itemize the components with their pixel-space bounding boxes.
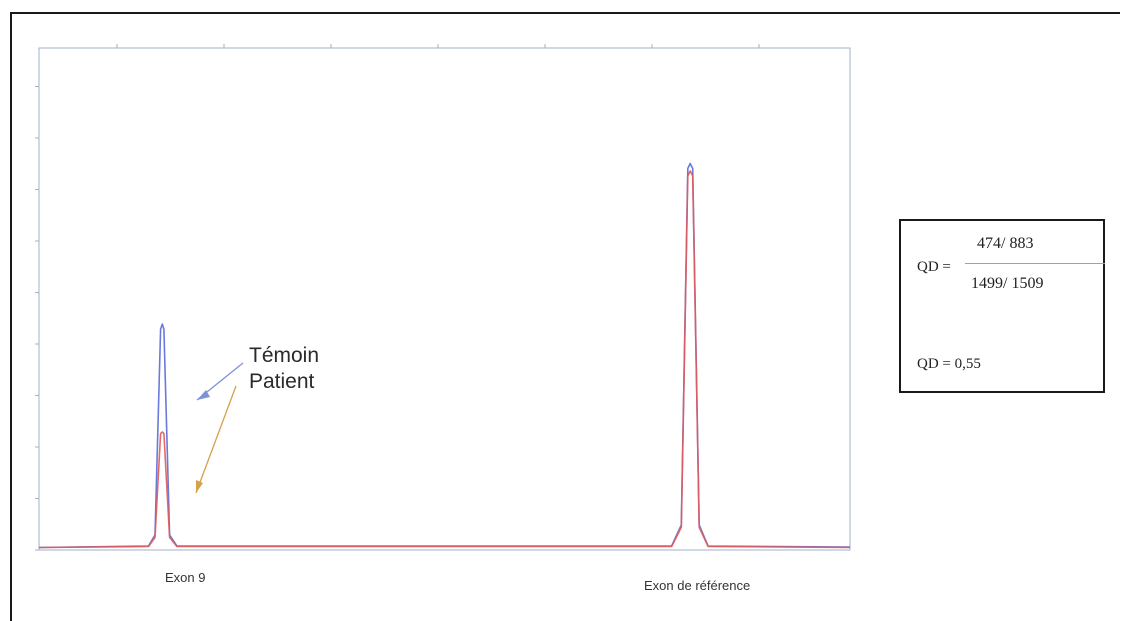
patient-arrow <box>195 385 237 494</box>
exon-9-label: Exon 9 <box>165 570 206 585</box>
frame-left-border <box>10 12 12 621</box>
temoin-arrowhead <box>197 390 210 400</box>
qd-numerator: 474/ 883 <box>977 235 1034 252</box>
plot-area <box>38 47 851 551</box>
annotation-temoin-label: Témoin <box>249 344 320 367</box>
qd-fraction-bar <box>965 263 1105 264</box>
series-line-patient <box>38 170 851 549</box>
y-axis-ticks <box>35 86 39 551</box>
series-line-temoin <box>38 162 851 549</box>
series-layer <box>38 162 851 549</box>
annotation-arrows <box>195 362 244 494</box>
annotation-patient-label: Patient <box>249 370 315 393</box>
exon-reference-label: Exon de référence <box>644 578 751 593</box>
qd-formula-box: QD = 474/ 883 1499/ 1509 QD = 0,55 <box>899 219 1105 393</box>
patient-arrowhead <box>196 480 203 493</box>
qd-denominator: 1499/ 1509 <box>971 275 1044 292</box>
frame-top-border <box>10 12 1120 14</box>
qd-result: QD = 0,55 <box>917 356 981 372</box>
qd-equals-label: QD = <box>917 259 951 275</box>
x-axis-ticks <box>116 44 760 48</box>
